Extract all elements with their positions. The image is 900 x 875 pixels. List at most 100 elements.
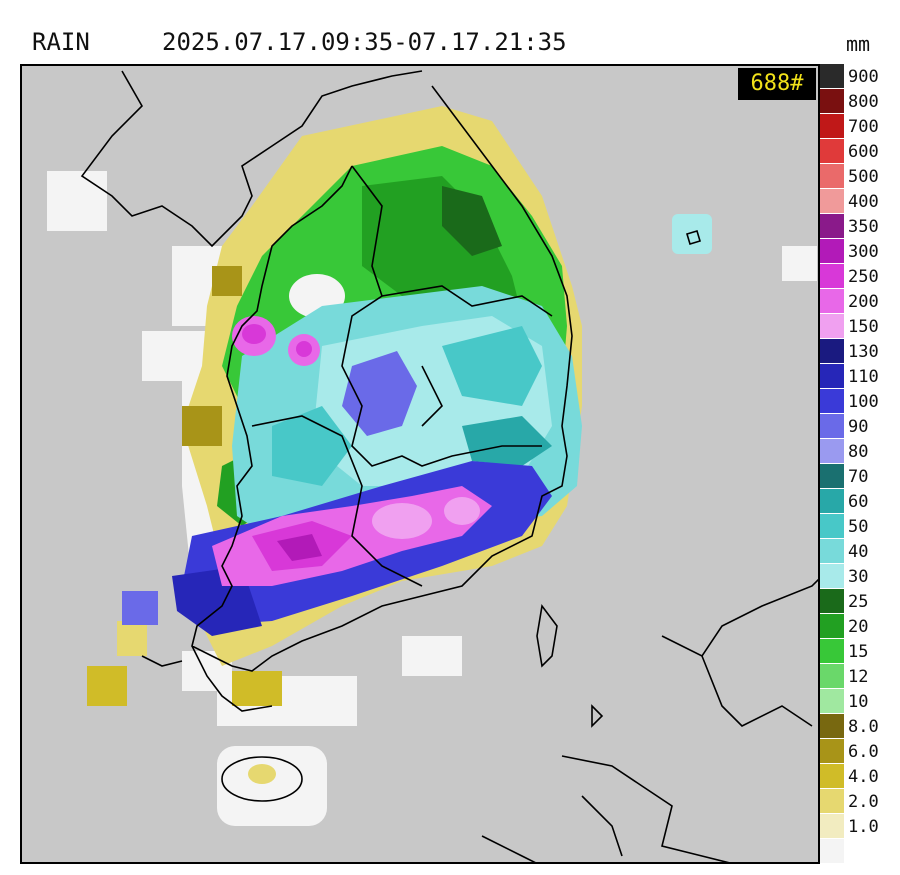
legend-swatch [820, 464, 844, 489]
station-count-badge: 688# [738, 68, 816, 100]
legend-row: 350 [820, 214, 900, 239]
legend-swatch [820, 439, 844, 464]
legend-row: 800 [820, 89, 900, 114]
legend-label: 900 [848, 67, 879, 87]
legend-row: 80 [820, 439, 900, 464]
legend-row: 1.0 [820, 814, 900, 839]
legend-row [820, 839, 900, 864]
legend-row: 2.0 [820, 789, 900, 814]
legend-row: 8.0 [820, 714, 900, 739]
legend-label: 10 [848, 692, 869, 712]
legend-swatch [820, 739, 844, 764]
legend-label: 250 [848, 267, 879, 287]
legend-row: 500 [820, 164, 900, 189]
legend-swatch [820, 64, 844, 89]
legend-row: 900 [820, 64, 900, 89]
legend-label: 90 [848, 417, 869, 437]
legend-swatch [820, 614, 844, 639]
legend-swatch [820, 514, 844, 539]
legend-swatch [820, 789, 844, 814]
legend-label: 2.0 [848, 792, 879, 812]
legend-label: 1.0 [848, 817, 879, 837]
legend-swatch [820, 139, 844, 164]
legend-label: 100 [848, 392, 879, 412]
legend-label: 800 [848, 92, 879, 112]
legend-swatch [820, 114, 844, 139]
legend-row: 20 [820, 614, 900, 639]
legend-swatch [820, 814, 844, 839]
legend-swatch [820, 164, 844, 189]
legend-label: 20 [848, 617, 869, 637]
legend-swatch [820, 189, 844, 214]
rainfall-field [47, 70, 818, 862]
legend-swatch [820, 339, 844, 364]
legend-row: 400 [820, 189, 900, 214]
legend-row: 110 [820, 364, 900, 389]
legend-swatch [820, 389, 844, 414]
legend-swatch [820, 289, 844, 314]
radar-map[interactable] [20, 64, 820, 864]
legend-row: 70 [820, 464, 900, 489]
legend-row: 600 [820, 139, 900, 164]
legend-label: 25 [848, 592, 869, 612]
legend-label: 110 [848, 367, 879, 387]
legend-row: 60 [820, 489, 900, 514]
legend-label: 50 [848, 517, 869, 537]
legend-swatch [820, 364, 844, 389]
legend-swatch [820, 764, 844, 789]
legend-row: 200 [820, 289, 900, 314]
legend-swatch [820, 539, 844, 564]
legend-label: 600 [848, 142, 879, 162]
legend-row: 10 [820, 689, 900, 714]
legend-label: 8.0 [848, 717, 879, 737]
legend-row: 250 [820, 264, 900, 289]
legend-label: 150 [848, 317, 879, 337]
legend-label: 500 [848, 167, 879, 187]
legend-row: 130 [820, 339, 900, 364]
legend-swatch [820, 639, 844, 664]
legend-swatch [820, 589, 844, 614]
product-title: RAIN [32, 28, 90, 56]
legend-label: 30 [848, 567, 869, 587]
time-range: 2025.07.17.09:35-07.17.21:35 [162, 28, 567, 56]
legend-swatch [820, 89, 844, 114]
legend-swatch [820, 664, 844, 689]
legend-swatch [820, 564, 844, 589]
legend-row: 40 [820, 539, 900, 564]
legend-label: 6.0 [848, 742, 879, 762]
legend-row: 6.0 [820, 739, 900, 764]
legend-row: 4.0 [820, 764, 900, 789]
legend-swatch [820, 689, 844, 714]
legend-swatch [820, 839, 844, 864]
legend-label: 4.0 [848, 767, 879, 787]
legend-label: 70 [848, 467, 869, 487]
legend-label: 60 [848, 492, 869, 512]
coastline-and-borders [80, 70, 818, 862]
legend-row: 700 [820, 114, 900, 139]
legend-label: 40 [848, 542, 869, 562]
unit-label: mm [846, 32, 871, 56]
legend-label: 12 [848, 667, 869, 687]
legend-swatch [820, 414, 844, 439]
legend-swatch [820, 239, 844, 264]
legend-row: 25 [820, 589, 900, 614]
legend-row: 300 [820, 239, 900, 264]
legend-label: 400 [848, 192, 879, 212]
legend-row: 90 [820, 414, 900, 439]
color-scale-legend: 900 800 700 600 500 400 350 300 250 200 150 130 110 1… [820, 64, 900, 864]
legend-row: 30 [820, 564, 900, 589]
legend-label: 700 [848, 117, 879, 137]
legend-swatch [820, 214, 844, 239]
legend-label: 130 [848, 342, 879, 362]
legend-label: 15 [848, 642, 869, 662]
legend-swatch [820, 314, 844, 339]
legend-label: 200 [848, 292, 879, 312]
legend-label: 300 [848, 242, 879, 262]
legend-row: 150 [820, 314, 900, 339]
legend-row: 15 [820, 639, 900, 664]
legend-label: 80 [848, 442, 869, 462]
legend-swatch [820, 489, 844, 514]
legend-row: 50 [820, 514, 900, 539]
legend-swatch [820, 714, 844, 739]
legend-label: 350 [848, 217, 879, 237]
